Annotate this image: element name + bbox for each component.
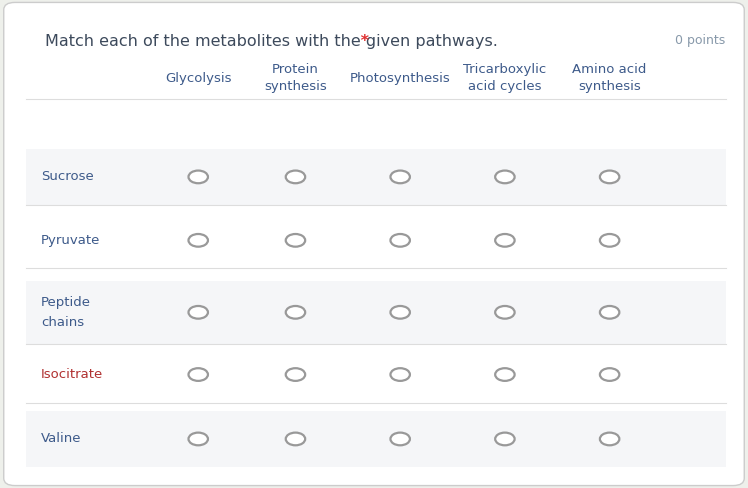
Text: Tricarboxylic: Tricarboxylic — [463, 63, 547, 76]
Circle shape — [495, 432, 515, 445]
FancyBboxPatch shape — [26, 281, 726, 344]
Circle shape — [495, 171, 515, 183]
Text: Glycolysis: Glycolysis — [165, 72, 231, 84]
Circle shape — [286, 432, 305, 445]
Circle shape — [390, 306, 410, 319]
Text: Peptide: Peptide — [41, 296, 91, 309]
Text: Pyruvate: Pyruvate — [41, 234, 100, 247]
Circle shape — [390, 432, 410, 445]
Text: Match each of the metabolites with the given pathways.: Match each of the metabolites with the g… — [45, 34, 497, 49]
Text: Protein: Protein — [272, 63, 319, 76]
Circle shape — [286, 306, 305, 319]
Circle shape — [188, 368, 208, 381]
Text: Sucrose: Sucrose — [41, 170, 94, 183]
Circle shape — [600, 306, 619, 319]
Circle shape — [286, 171, 305, 183]
Circle shape — [495, 368, 515, 381]
FancyBboxPatch shape — [26, 149, 726, 205]
Text: synthesis: synthesis — [264, 81, 327, 93]
FancyBboxPatch shape — [26, 212, 726, 268]
Circle shape — [188, 432, 208, 445]
Text: synthesis: synthesis — [578, 81, 641, 93]
Text: Photosynthesis: Photosynthesis — [350, 72, 450, 84]
Circle shape — [495, 306, 515, 319]
Circle shape — [286, 234, 305, 247]
Text: 0 points: 0 points — [675, 34, 726, 47]
Circle shape — [600, 171, 619, 183]
Circle shape — [600, 432, 619, 445]
Circle shape — [495, 234, 515, 247]
Text: Amino acid: Amino acid — [572, 63, 647, 76]
FancyBboxPatch shape — [4, 2, 744, 486]
Circle shape — [286, 368, 305, 381]
FancyBboxPatch shape — [26, 346, 726, 403]
Circle shape — [188, 306, 208, 319]
Circle shape — [188, 234, 208, 247]
Circle shape — [390, 368, 410, 381]
FancyBboxPatch shape — [26, 411, 726, 467]
Circle shape — [600, 368, 619, 381]
Text: Valine: Valine — [41, 432, 82, 446]
Circle shape — [390, 234, 410, 247]
Text: *: * — [355, 34, 370, 49]
Circle shape — [600, 234, 619, 247]
Text: acid cycles: acid cycles — [468, 81, 542, 93]
Circle shape — [390, 171, 410, 183]
Circle shape — [188, 171, 208, 183]
Text: Isocitrate: Isocitrate — [41, 368, 103, 381]
Text: chains: chains — [41, 316, 85, 328]
